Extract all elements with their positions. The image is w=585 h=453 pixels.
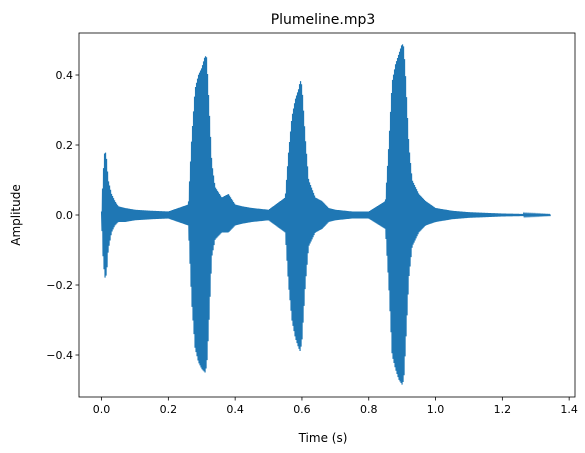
x-tick-label: 1.4	[560, 403, 578, 416]
plot-area: 0.0 0.2 0.4 0.6 0.8 1.0 1.2 1.4 −0.4 −0.2 0.0 0.2 0.…	[46, 32, 578, 416]
y-tick-label: 0.4	[56, 69, 74, 82]
y-tick-label: 0.0	[56, 209, 74, 222]
x-tick-label: 0.0	[93, 403, 111, 416]
x-tick-label: 0.8	[360, 403, 378, 416]
y-tick-label: −0.2	[46, 279, 73, 292]
x-tick-label: 1.0	[427, 403, 445, 416]
chart-title: Plumeline.mp3	[271, 12, 376, 28]
y-tick-label: 0.2	[56, 139, 74, 152]
x-axis-label: Time (s)	[298, 431, 348, 445]
x-tick-label: 1.2	[494, 403, 512, 416]
y-axis-label: Amplitude	[9, 184, 23, 246]
y-tick-label: −0.4	[46, 349, 73, 362]
x-tick-label: 0.4	[226, 403, 244, 416]
waveform-series-line	[100, 44, 552, 385]
x-tick-label: 0.2	[160, 403, 178, 416]
x-tick-label: 0.6	[293, 403, 311, 416]
